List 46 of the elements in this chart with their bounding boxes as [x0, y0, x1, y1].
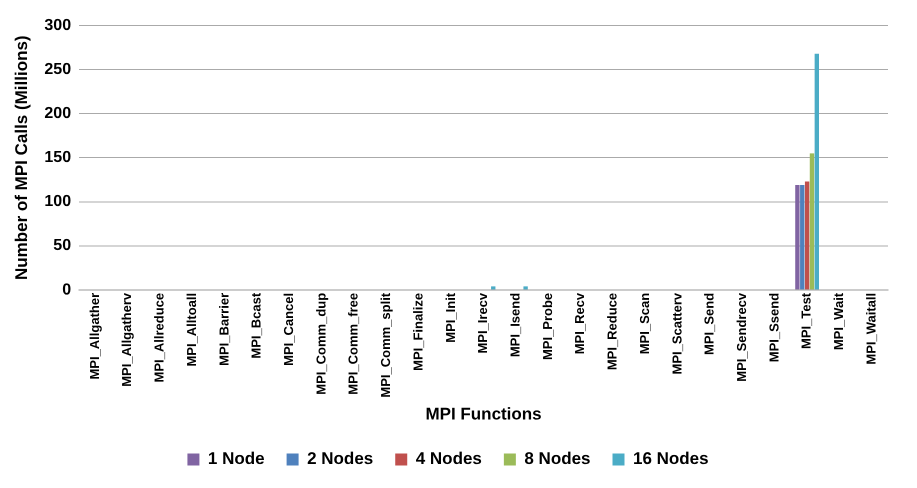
y-tick-label: 50 [53, 237, 72, 254]
y-tick-label: 100 [44, 193, 72, 210]
y-tick-label: 150 [44, 149, 72, 166]
legend-label: 2 Nodes [307, 449, 374, 468]
legend-label: 4 Nodes [416, 449, 482, 468]
x-tick-label: MPI_Send [702, 292, 717, 355]
x-tick-label: MPI_Recv [572, 292, 588, 354]
bar [795, 185, 800, 290]
bar [491, 286, 496, 290]
bar [814, 54, 819, 290]
x-tick-label: MPI_Cancel [280, 292, 296, 366]
x-tick-label: MPI_Wait [831, 292, 846, 350]
y-axis-title: Number of MPI Calls (Millions) [12, 35, 31, 280]
x-tick-label: MPI_Comm_dup [313, 292, 328, 395]
bar [810, 153, 814, 290]
x-tick-label: MPI_Comm_split [378, 292, 394, 398]
bar [800, 185, 804, 290]
legend-label: 16 Nodes [632, 449, 709, 468]
x-tick-label: MPI_Irecv [475, 292, 490, 354]
x-tick-label: MPI_Isend [507, 292, 522, 358]
bar [804, 182, 810, 290]
legend-label: 8 Nodes [524, 449, 590, 468]
x-tick-label: MPI_Ssend [766, 292, 782, 362]
x-tick-label: MPI_Waitall [863, 292, 878, 365]
y-tick-label: 300 [44, 17, 72, 34]
x-tick-label: MPI_Allgatherv [119, 292, 134, 387]
x-tick-label: MPI_Sendrecv [734, 292, 749, 382]
y-tick-label: 0 [62, 281, 72, 298]
x-tick-label: MPI_Scan [636, 292, 652, 354]
x-tick-label: MPI_Reduce [604, 292, 620, 370]
y-tick-label: 200 [44, 105, 72, 122]
y-tick-label: 250 [44, 61, 72, 78]
bar [523, 286, 528, 290]
x-tick-label: MPI_Scatterv [669, 292, 684, 375]
x-axis-title: MPI Functions [425, 404, 542, 424]
x-tick-label: MPI_Allreduce [152, 292, 167, 382]
x-tick-label: MPI_Test [798, 292, 814, 349]
x-tick-label: MPI_Probe [540, 292, 555, 360]
x-tick-label: MPI_Allgather [86, 292, 102, 380]
x-tick-label: MPI_Barrier [216, 292, 232, 366]
x-tick-label: MPI_Init [442, 292, 458, 343]
legend-label: 1 Node [208, 449, 265, 468]
x-tick-label: MPI_Alltoall [184, 292, 199, 367]
x-tick-label: MPI_Bcast [248, 292, 264, 359]
x-tick-label: MPI_Comm_free [346, 292, 361, 395]
x-tick-label: MPI_Finalize [410, 292, 426, 371]
